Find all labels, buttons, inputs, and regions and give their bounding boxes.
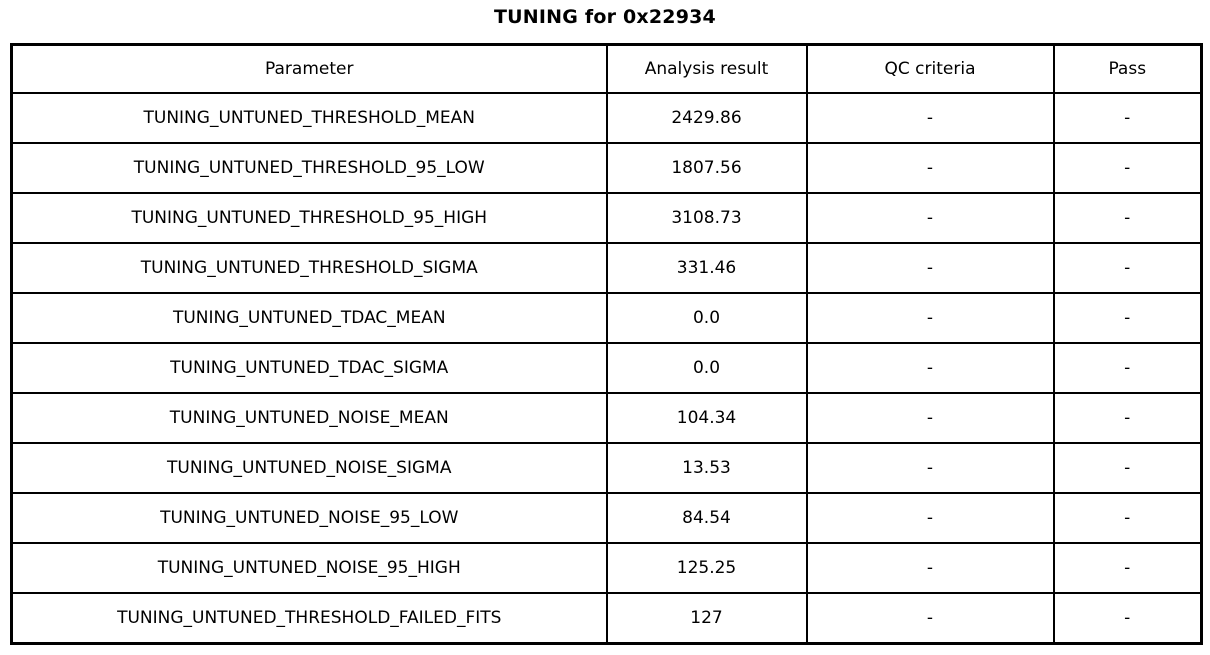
table-row: TUNING_UNTUNED_NOISE_95_LOW 84.54- - — [10, 492, 1203, 545]
table-row: TUNING_UNTUNED_NOISE_SIGMA 13.53- - — [10, 442, 1203, 495]
analysis-result-cell: 84.54 — [605, 492, 808, 545]
pass-cell: - — [1052, 241, 1203, 294]
table-row: TUNING_UNTUNED_THRESHOLD_95_LOW 1807.56- - — [10, 141, 1203, 194]
analysis-result-cell: 2429.86 — [605, 91, 808, 144]
table-row: TUNING_UNTUNED_NOISE_95_HIGH 125.25- - — [10, 542, 1203, 595]
parameter-cell: TUNING_UNTUNED_THRESHOLD_MEAN — [10, 91, 608, 144]
column-header-analysis-result: Analysis result — [605, 43, 808, 94]
analysis-result-cell: 0.0 — [605, 341, 808, 394]
table-row: TUNING_UNTUNED_THRESHOLD_MEAN 2429.86- - — [10, 91, 1203, 144]
qc-criteria-cell: - — [805, 291, 1055, 344]
analysis-result-cell: 127 — [605, 592, 808, 645]
analysis-result-cell: 13.53 — [605, 442, 808, 495]
qc-criteria-cell: - — [805, 141, 1055, 194]
parameter-cell: TUNING_UNTUNED_NOISE_MEAN — [10, 391, 608, 445]
analysis-result-cell: 1807.56 — [605, 141, 808, 194]
pass-cell: - — [1052, 141, 1203, 194]
analysis-result-cell: 125.25 — [605, 542, 808, 595]
analysis-result-cell: 0.0 — [605, 291, 808, 344]
table-row: TUNING_UNTUNED_THRESHOLD_95_HIGH 3108.73-… — [10, 191, 1203, 244]
qc-criteria-cell: - — [805, 241, 1055, 294]
pass-cell: - — [1052, 492, 1203, 545]
analysis-result-cell: 104.34 — [605, 391, 808, 445]
parameter-cell: TUNING_UNTUNED_THRESHOLD_95_HIGH — [10, 191, 608, 244]
qc-criteria-cell: - — [805, 442, 1055, 495]
parameter-cell: TUNING_UNTUNED_TDAC_MEAN — [10, 291, 608, 344]
qc-criteria-cell: - — [805, 391, 1055, 445]
column-header-pass: Pass — [1052, 43, 1203, 94]
qc-results-table: Parameter Analysis result QC criteria Pa… — [10, 43, 1203, 645]
page-title: TUNING for 0x22934 — [494, 6, 716, 28]
table-row: TUNING_UNTUNED_THRESHOLD_FAILED_FITS 127-… — [10, 592, 1203, 645]
table-row: TUNING_UNTUNED_TDAC_SIGMA 0.0- - — [10, 341, 1203, 394]
parameter-cell: TUNING_UNTUNED_TDAC_SIGMA — [10, 341, 608, 394]
pass-cell: - — [1052, 341, 1203, 394]
parameter-cell: TUNING_UNTUNED_NOISE_95_LOW — [10, 492, 608, 545]
analysis-result-cell: 3108.73 — [605, 191, 808, 244]
pass-cell: - — [1052, 592, 1203, 645]
table-row: TUNING_UNTUNED_NOISE_MEAN 104.34- - — [10, 391, 1203, 445]
parameter-cell: TUNING_UNTUNED_THRESHOLD_FAILED_FITS — [10, 592, 608, 645]
column-header-parameter: Parameter — [10, 43, 608, 94]
table-header-row: Parameter Analysis result QC criteria Pa… — [10, 43, 1203, 94]
qc-criteria-cell: - — [805, 191, 1055, 244]
table-row: TUNING_UNTUNED_TDAC_MEAN 0.0- - — [10, 291, 1203, 344]
table-row: TUNING_UNTUNED_THRESHOLD_SIGMA 331.46- - — [10, 241, 1203, 294]
column-header-qc-criteria: QC criteria — [805, 43, 1055, 94]
pass-cell: - — [1052, 542, 1203, 595]
pass-cell: - — [1052, 391, 1203, 445]
parameter-cell: TUNING_UNTUNED_THRESHOLD_SIGMA — [10, 241, 608, 294]
parameter-cell: TUNING_UNTUNED_THRESHOLD_95_LOW — [10, 141, 608, 194]
pass-cell: - — [1052, 291, 1203, 344]
pass-cell: - — [1052, 442, 1203, 495]
qc-criteria-cell: - — [805, 341, 1055, 394]
analysis-result-cell: 331.46 — [605, 241, 808, 294]
table-body: TUNING_UNTUNED_THRESHOLD_MEAN 2429.86- - TU… — [10, 91, 1203, 645]
pass-cell: - — [1052, 91, 1203, 144]
parameter-cell: TUNING_UNTUNED_NOISE_SIGMA — [10, 442, 608, 495]
qc-criteria-cell: - — [805, 91, 1055, 144]
qc-criteria-cell: - — [805, 542, 1055, 595]
pass-cell: - — [1052, 191, 1203, 244]
qc-criteria-cell: - — [805, 592, 1055, 645]
qc-criteria-cell: - — [805, 492, 1055, 545]
parameter-cell: TUNING_UNTUNED_NOISE_95_HIGH — [10, 542, 608, 595]
